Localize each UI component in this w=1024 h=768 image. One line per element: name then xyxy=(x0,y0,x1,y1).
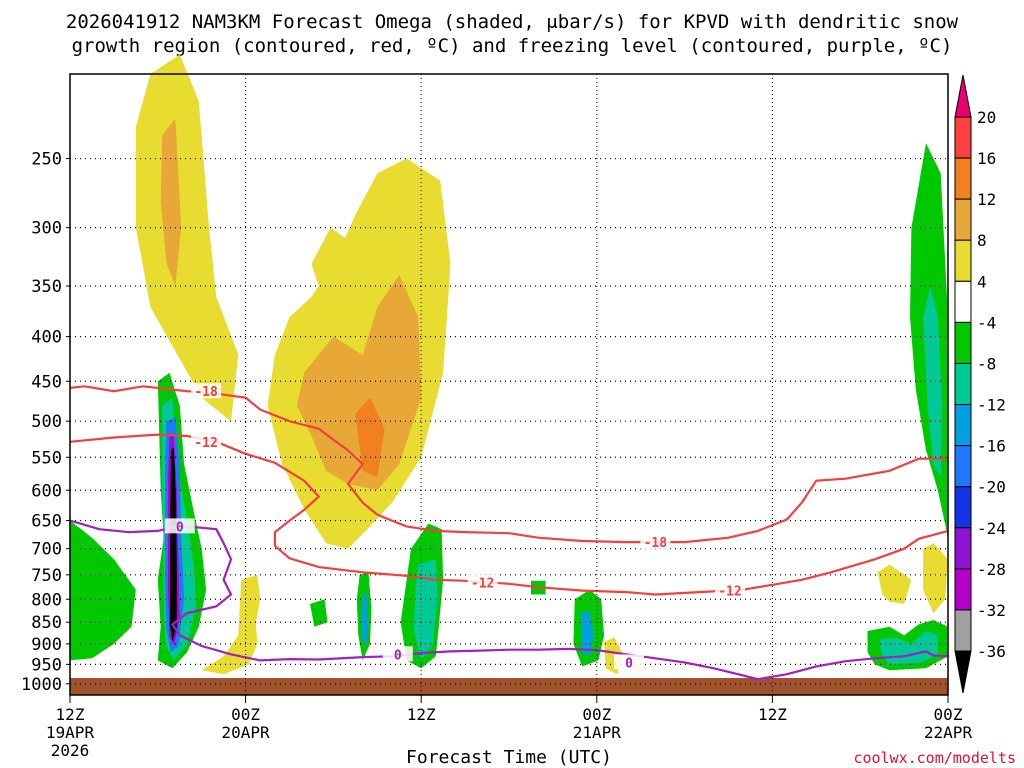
y-tick-label: 500 xyxy=(31,412,62,432)
omega-region-17 xyxy=(413,559,438,661)
x-tick-label: 00Z xyxy=(934,705,963,724)
contour-label-bg xyxy=(382,646,413,662)
y-tick-label: 900 xyxy=(31,635,62,655)
credit-text: coolwx.com/modelts xyxy=(853,749,1016,767)
colorbar: 20 16 12 8 4 -4 -8 -12 -16 -20 -24 -28 -32 -36 xyxy=(954,74,1006,694)
omega-region-4 xyxy=(355,397,385,478)
colorbar-label: -28 xyxy=(977,560,1006,579)
contour-label: -12 xyxy=(194,436,217,451)
y-tick-label: 400 xyxy=(31,328,62,348)
y-tick-label: 700 xyxy=(31,540,62,560)
omega-region-0 xyxy=(135,54,239,422)
y-tick-label: 850 xyxy=(31,613,62,633)
colorbar-label: 4 xyxy=(977,272,987,291)
colorbar-label: -24 xyxy=(977,519,1006,538)
contour-line-0 xyxy=(69,385,948,544)
y-tick-label: 450 xyxy=(31,372,62,392)
colorbar-band-2 xyxy=(954,198,972,241)
colorbar-band-3 xyxy=(954,239,972,282)
colorbar-label: 16 xyxy=(977,149,996,168)
x-tick-label: 22APR xyxy=(924,723,973,742)
colorbar-band-4 xyxy=(954,280,972,323)
isotherm-contours: -18 -18 -12 -12 -12 0 0 0 xyxy=(69,383,949,681)
contour-label: 0 xyxy=(176,520,184,535)
contour-label-bg xyxy=(613,654,644,670)
x-tick-label: 12Z xyxy=(407,705,436,724)
colorbar-band-7 xyxy=(954,404,972,447)
x-tick-label: 00Z xyxy=(231,705,260,724)
x-tick-label: 12Z xyxy=(758,705,787,724)
omega-region-19 xyxy=(361,594,369,649)
contour-label-bg xyxy=(714,582,745,598)
ground-surface xyxy=(70,678,948,695)
contour-label-bg xyxy=(640,534,671,550)
colorbar-band-11 xyxy=(954,568,972,611)
colorbar-arrow-top xyxy=(954,74,972,118)
colorbar-label: 8 xyxy=(977,231,987,250)
y-tick-label: 650 xyxy=(31,512,62,532)
colorbar-label: -32 xyxy=(977,601,1006,620)
colorbar-label: -8 xyxy=(977,354,996,373)
y-tick-label: 800 xyxy=(31,590,62,610)
omega-region-24 xyxy=(923,286,943,478)
x-axis-label: Forecast Time (UTC) xyxy=(406,747,612,768)
colorbar-label: -12 xyxy=(977,396,1006,415)
x-tick-label: 19APR xyxy=(46,723,95,742)
contour-label: -18 xyxy=(194,385,218,400)
colorbar-band-10 xyxy=(954,527,972,570)
y-tick-label: 750 xyxy=(31,566,62,586)
contour-label-bg xyxy=(191,433,222,449)
omega-region-10 xyxy=(70,520,136,661)
x-tick-label: 12Z xyxy=(56,705,85,724)
colorbar-label: -36 xyxy=(977,642,1006,661)
y-tick-label: 350 xyxy=(31,277,62,297)
y-tick-label: 1000 xyxy=(21,675,62,695)
omega-region-8 xyxy=(923,543,948,614)
contour-label: -12 xyxy=(718,585,741,600)
colorbar-band-5 xyxy=(954,321,972,364)
colorbar-band-0 xyxy=(954,116,972,159)
x-tick-label: 20APR xyxy=(222,723,271,742)
colorbar-label: 12 xyxy=(977,190,996,209)
colorbar-label: -4 xyxy=(977,313,996,332)
contour-label: -12 xyxy=(471,576,494,591)
y-tick-label: 950 xyxy=(31,655,62,675)
omega-region-5 xyxy=(311,227,348,323)
colorbar-arrow-bottom xyxy=(954,650,972,694)
y-tick-label: 250 xyxy=(31,150,62,170)
x-tick-label: 21APR xyxy=(573,723,622,742)
y-tick-label: 300 xyxy=(31,219,62,239)
colorbar-band-1 xyxy=(954,157,972,200)
contour-label-bg xyxy=(191,383,222,399)
colorbar-label: 20 xyxy=(977,108,996,127)
colorbar-label: -16 xyxy=(977,437,1006,456)
omega-shading-layer xyxy=(70,54,948,675)
y-tick-label: 600 xyxy=(31,481,62,501)
contour-label-bg xyxy=(467,574,498,590)
omega-region-1 xyxy=(160,118,182,286)
chart-title-line1: 2026041912 NAM3KM Forecast Omega (shaded… xyxy=(66,11,959,33)
colorbar-band-6 xyxy=(954,362,972,406)
colorbar-band-9 xyxy=(954,486,972,529)
omega-region-15 xyxy=(170,446,177,642)
contour-label: 0 xyxy=(394,648,402,663)
colorbar-band-8 xyxy=(954,445,972,488)
y-tick-label: 550 xyxy=(31,448,62,468)
contour-label-bg xyxy=(164,518,195,534)
colorbar-band-12 xyxy=(954,609,972,652)
omega-region-9 xyxy=(877,564,912,604)
x-tick-label: 00Z xyxy=(582,705,611,724)
plot-frame xyxy=(69,73,949,696)
contour-line-1 xyxy=(69,433,949,596)
chart-title-line2: growth region (contoured, red, ºC) and f… xyxy=(72,35,953,57)
contour-label: -18 xyxy=(644,536,668,551)
contour-label: 0 xyxy=(625,656,633,671)
x-tick-label: 2026 xyxy=(51,741,90,760)
colorbar-label: -20 xyxy=(977,478,1006,497)
omega-region-22 xyxy=(310,599,328,627)
y-axis: 2503003504004505005506006507007508008509… xyxy=(21,150,70,695)
